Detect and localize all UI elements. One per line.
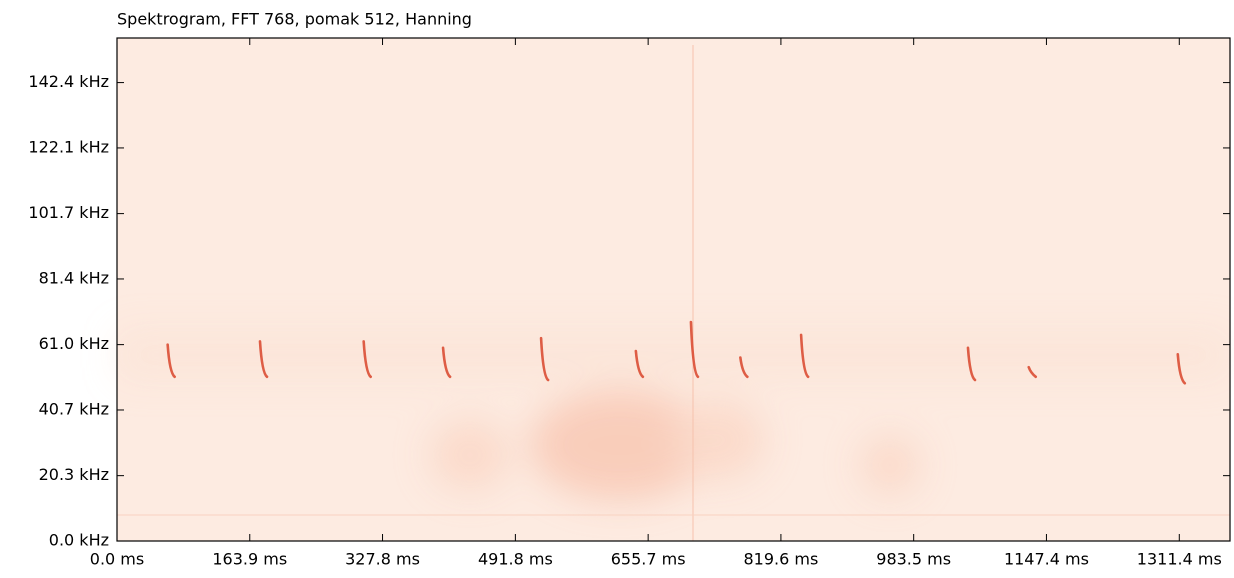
y-tick-label: 101.7 kHz [28, 203, 109, 222]
y-tick-label: 0.0 kHz [49, 531, 109, 550]
y-tick-label: 81.4 kHz [39, 268, 109, 287]
call [966, 346, 977, 382]
y-tick-label: 40.7 kHz [39, 399, 109, 418]
chart-title: Spektrogram, FFT 768, pomak 512, Hanning [117, 10, 472, 29]
call [441, 346, 452, 379]
call [739, 356, 749, 379]
noise [117, 330, 1230, 500]
call [1176, 352, 1187, 385]
x-tick-label: 1311.4 ms [1137, 550, 1222, 569]
call [166, 343, 176, 379]
x-tick-label: 163.9 ms [212, 550, 287, 569]
call [1027, 365, 1038, 379]
x-tick-label: 983.5 ms [876, 550, 951, 569]
x-tick-label: 491.8 ms [478, 550, 553, 569]
call [799, 333, 810, 379]
x-tick-label: 0.0 ms [90, 550, 144, 569]
y-tick-label: 20.3 kHz [39, 465, 109, 484]
call [539, 336, 550, 382]
call [258, 340, 269, 379]
call [689, 320, 700, 379]
x-tick-label: 655.7 ms [611, 550, 686, 569]
x-tick-label: 819.6 ms [744, 550, 819, 569]
y-tick-label: 61.0 kHz [39, 334, 109, 353]
call [362, 340, 372, 379]
y-tick-label: 122.1 kHz [28, 137, 109, 156]
x-tick-label: 327.8 ms [345, 550, 420, 569]
plot-frame [116, 37, 1231, 542]
x-tick-label: 1147.4 ms [1004, 550, 1089, 569]
y-tick-label: 142.4 kHz [28, 72, 109, 91]
call [634, 349, 645, 379]
